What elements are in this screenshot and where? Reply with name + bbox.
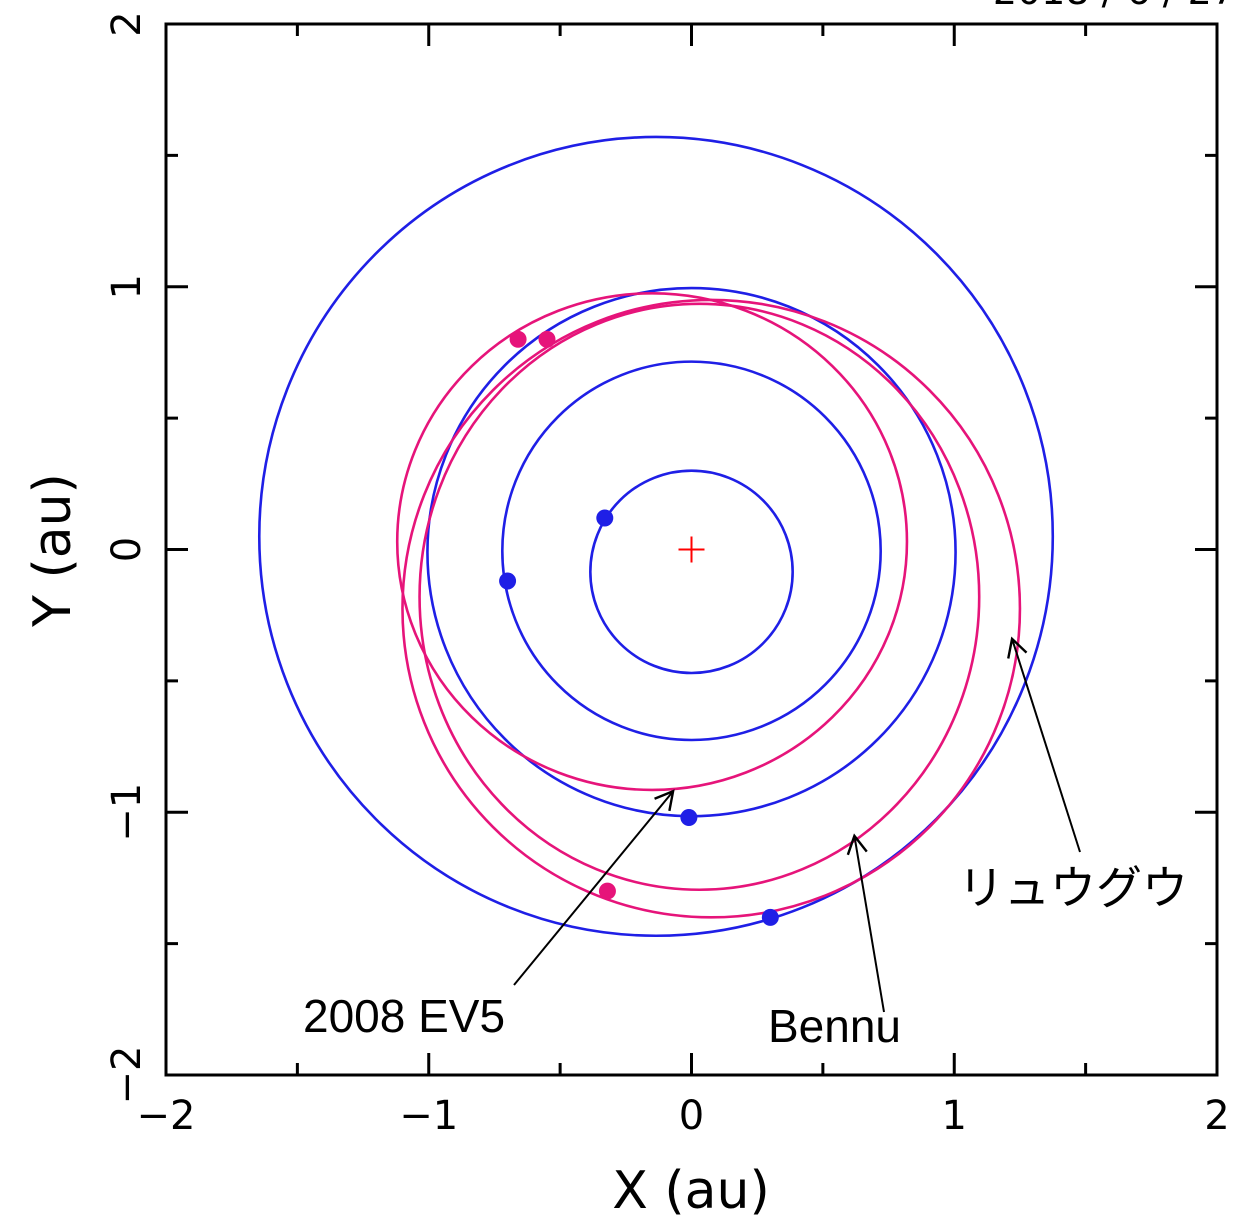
date-label: 2018 / 6 / 27 (993, 0, 1236, 13)
sun-marker (678, 536, 705, 563)
y-tick-label: −2 (104, 1046, 150, 1105)
orbit-リュウグウ (401, 298, 1022, 919)
orbit-bennu (418, 302, 981, 892)
orbit-2008-ev5 (395, 292, 909, 792)
annotation-arrow-bennu (846, 833, 885, 1013)
tick-labels: −2 −1 0 1 2 −2 −1 0 1 2 (104, 11, 1230, 1139)
annotation-arrow-2008ev5 (513, 789, 675, 986)
y-tick-label: −1 (104, 783, 150, 842)
arrow-shaft (1011, 638, 1081, 853)
annotation-arrow-ryugu (1007, 636, 1081, 853)
orbit-planet-4 (257, 135, 1055, 938)
body-2008-ev5 (509, 330, 527, 348)
axis-ticks (164, 22, 1219, 1077)
x-tick-label: 2 (1204, 1093, 1229, 1139)
annotation-label-bennu: Bennu (768, 1000, 901, 1052)
y-tick-label: 1 (104, 274, 150, 299)
y-axis-title: Y (au) (23, 473, 83, 628)
body-planet-4 (761, 908, 779, 926)
annotation-label-2008ev5: 2008 EV5 (303, 990, 505, 1042)
x-tick-label: 0 (679, 1093, 704, 1139)
orbits-layer (257, 135, 1055, 938)
arrow-head (1007, 636, 1028, 659)
body-planet-2 (499, 572, 517, 590)
orbit-planet-2 (501, 360, 882, 742)
annotation-label-ryugu: リュウグウ (958, 862, 1188, 914)
y-tick-label: 2 (104, 11, 150, 36)
body-bennu (598, 882, 616, 900)
body-planet-1 (596, 509, 614, 527)
arrow-shaft (513, 790, 674, 986)
arrow-head (846, 833, 868, 856)
x-tick-label: −2 (137, 1093, 196, 1139)
arrow-shaft (853, 835, 885, 1013)
y-tick-label: 0 (104, 537, 150, 562)
arrow-head (654, 789, 675, 812)
bodies-layer (499, 330, 779, 926)
body-planet-3 (680, 809, 698, 827)
x-axis-title: X (au) (612, 1161, 770, 1221)
orbit-planet-1 (589, 469, 794, 675)
annotation-arrows (513, 636, 1081, 1013)
x-tick-label: −1 (399, 1093, 458, 1139)
body-リュウグウ (538, 330, 556, 348)
x-tick-label: 1 (942, 1093, 967, 1139)
